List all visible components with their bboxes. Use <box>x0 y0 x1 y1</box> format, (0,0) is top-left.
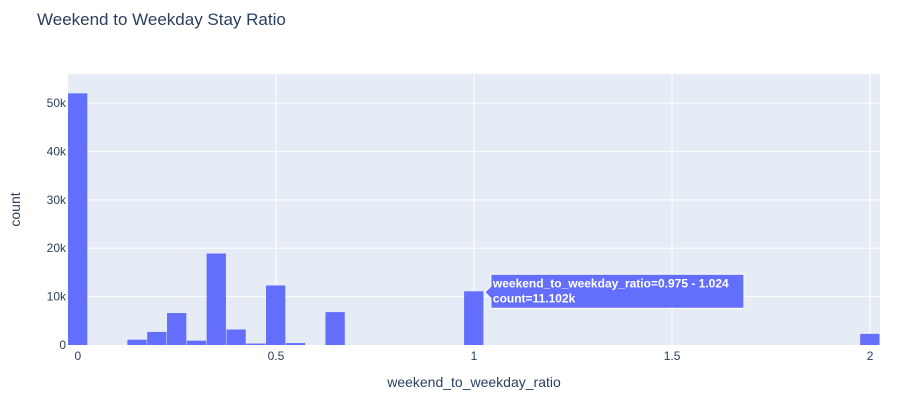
chart-title: Weekend to Weekday Stay Ratio <box>37 10 286 29</box>
x-axis-title: weekend_to_weekday_ratio <box>386 374 561 390</box>
gridlines <box>68 74 880 345</box>
y-tick-label: 30k <box>47 193 67 207</box>
x-tick-label: 0.5 <box>268 349 285 363</box>
histogram-bar <box>226 329 246 345</box>
histogram-bar <box>464 291 484 345</box>
x-tick-label: 0 <box>75 349 82 363</box>
y-axis-ticks: 0 10k 20k 30k 40k 50k <box>47 96 67 352</box>
histogram-bar <box>147 331 167 345</box>
hover-tooltip-box <box>484 273 745 309</box>
y-tick-label: 20k <box>47 241 67 255</box>
histogram-bar <box>860 333 880 345</box>
histogram-bar <box>325 312 345 345</box>
y-tick-label: 40k <box>47 144 67 158</box>
bars <box>68 93 880 345</box>
histogram-bar <box>266 285 286 345</box>
histogram-bar <box>186 340 207 345</box>
y-tick-label: 0 <box>59 338 66 352</box>
y-tick-label: 50k <box>47 96 67 110</box>
histogram-bar <box>167 313 187 345</box>
histogram-bar <box>246 343 266 345</box>
histogram-bar <box>68 93 88 345</box>
x-tick-label: 2 <box>867 349 874 363</box>
histogram-bar <box>285 343 306 345</box>
x-tick-label: 1 <box>471 349 478 363</box>
hover-tooltip-range: weekend_to_weekday_ratio=0.975 - 1.024 <box>492 276 729 290</box>
histogram-bar <box>206 253 226 345</box>
x-tick-label: 1.5 <box>664 349 681 363</box>
histogram-bar <box>127 339 147 345</box>
hover-tooltip-count: count=11.102k <box>493 291 576 305</box>
y-axis-title: count <box>7 192 23 226</box>
hover-tooltip: weekend_to_weekday_ratio=0.975 - 1.024 c… <box>484 273 745 309</box>
y-tick-label: 10k <box>47 290 67 304</box>
x-axis-ticks: 0 0.5 1 1.5 2 <box>75 349 874 363</box>
